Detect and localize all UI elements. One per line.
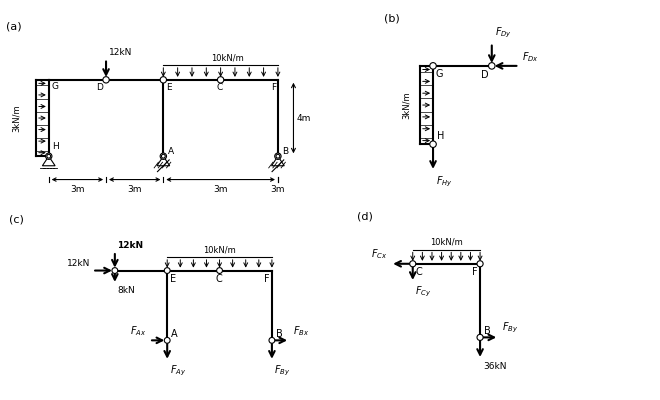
Text: (b): (b) xyxy=(384,14,400,24)
Text: A: A xyxy=(168,146,174,156)
Text: C: C xyxy=(216,83,223,92)
Text: $F_{Hy}$: $F_{Hy}$ xyxy=(436,175,453,189)
Text: 10kN/m: 10kN/m xyxy=(203,245,236,254)
Text: 8kN: 8kN xyxy=(117,286,135,295)
Text: 4m: 4m xyxy=(297,114,312,122)
Circle shape xyxy=(47,154,51,158)
Text: F: F xyxy=(265,274,270,284)
Text: (c): (c) xyxy=(9,214,24,224)
Circle shape xyxy=(269,338,275,343)
Text: 36kN: 36kN xyxy=(482,362,506,371)
Circle shape xyxy=(430,141,436,148)
Text: 3m: 3m xyxy=(70,185,84,194)
Text: F: F xyxy=(271,83,276,92)
Text: 12kN: 12kN xyxy=(109,48,132,57)
Text: 12kN: 12kN xyxy=(117,241,144,250)
Circle shape xyxy=(160,153,166,159)
Circle shape xyxy=(46,153,52,159)
Text: 3m: 3m xyxy=(213,185,228,194)
Text: A: A xyxy=(171,329,178,339)
Circle shape xyxy=(276,154,280,158)
Text: G: G xyxy=(51,82,59,91)
Circle shape xyxy=(410,261,416,267)
Text: C: C xyxy=(415,267,422,277)
Circle shape xyxy=(477,261,483,267)
Text: $F_{By}$: $F_{By}$ xyxy=(275,364,291,378)
Circle shape xyxy=(112,268,117,274)
Circle shape xyxy=(164,338,170,343)
Text: C: C xyxy=(216,274,222,284)
Circle shape xyxy=(103,77,109,83)
Circle shape xyxy=(275,153,281,159)
Circle shape xyxy=(160,77,166,83)
Text: $F_{Dy}$: $F_{Dy}$ xyxy=(495,26,512,40)
Circle shape xyxy=(217,77,224,83)
Text: B: B xyxy=(276,329,282,339)
Text: H: H xyxy=(52,142,59,151)
Text: 3kN/m: 3kN/m xyxy=(402,91,411,119)
Text: D: D xyxy=(96,83,103,92)
Circle shape xyxy=(430,63,436,69)
Circle shape xyxy=(216,268,222,274)
Text: (d): (d) xyxy=(357,212,373,222)
Text: B: B xyxy=(282,146,288,156)
Circle shape xyxy=(164,268,170,274)
Circle shape xyxy=(488,63,495,69)
Text: E: E xyxy=(170,274,176,284)
Text: $F_{By}$: $F_{By}$ xyxy=(502,320,518,335)
Text: 10kN/m: 10kN/m xyxy=(430,238,463,247)
Text: $F_{Dx}$: $F_{Dx}$ xyxy=(522,51,539,64)
Text: D: D xyxy=(481,70,489,80)
Text: E: E xyxy=(166,83,172,92)
Text: $F_{Ax}$: $F_{Ax}$ xyxy=(130,324,147,338)
Text: $F_{Ay}$: $F_{Ay}$ xyxy=(170,364,186,378)
Text: 3m: 3m xyxy=(271,185,285,194)
Text: 10kN/m: 10kN/m xyxy=(211,53,244,62)
Text: $F_{Cy}$: $F_{Cy}$ xyxy=(415,284,432,298)
Circle shape xyxy=(162,154,165,158)
Text: F: F xyxy=(472,267,477,277)
Text: G: G xyxy=(436,69,444,79)
Text: 12kN: 12kN xyxy=(67,259,90,268)
Text: H: H xyxy=(437,130,444,140)
Text: B: B xyxy=(484,326,491,336)
Text: (a): (a) xyxy=(7,22,22,32)
Text: $F_{Cx}$: $F_{Cx}$ xyxy=(371,247,387,261)
Circle shape xyxy=(477,334,483,340)
Text: $F_{Bx}$: $F_{Bx}$ xyxy=(292,324,309,338)
Text: 3kN/m: 3kN/m xyxy=(12,104,20,132)
Text: 3m: 3m xyxy=(127,185,142,194)
